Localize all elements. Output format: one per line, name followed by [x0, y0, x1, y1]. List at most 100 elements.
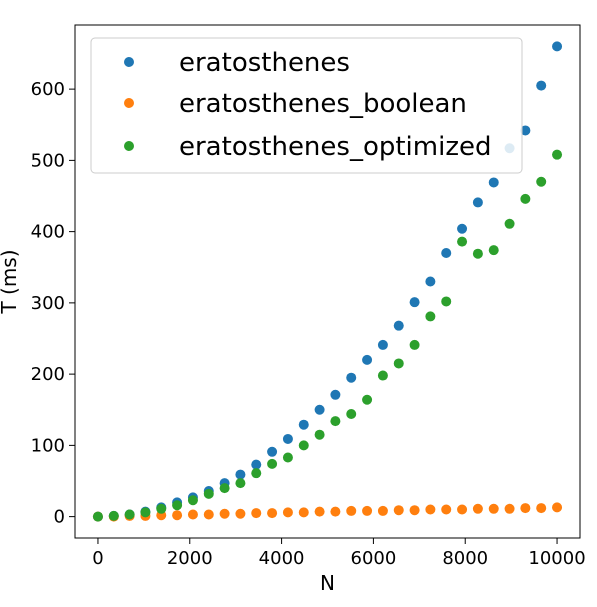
- point-eratosthenes-optimized: [409, 339, 420, 350]
- point-eratosthenes: [472, 197, 483, 208]
- point-eratosthenes: [314, 404, 325, 415]
- point-eratosthenes-optimized: [172, 500, 183, 511]
- point-eratosthenes-optimized: [362, 394, 373, 405]
- point-eratosthenes: [393, 320, 404, 331]
- legend: eratosthenes eratosthenes_boolean eratos…: [90, 37, 523, 174]
- point-eratosthenes-boolean: [377, 505, 388, 516]
- point-eratosthenes-optimized: [330, 416, 341, 427]
- point-eratosthenes-optimized: [377, 370, 388, 381]
- point-eratosthenes-boolean: [552, 502, 563, 513]
- point-eratosthenes-boolean: [425, 504, 436, 515]
- point-eratosthenes-optimized: [203, 488, 214, 499]
- point-eratosthenes-optimized: [504, 218, 515, 229]
- point-eratosthenes-boolean: [314, 506, 325, 517]
- point-eratosthenes-optimized: [108, 510, 119, 521]
- point-eratosthenes: [536, 80, 547, 91]
- point-eratosthenes-boolean: [267, 508, 278, 519]
- point-eratosthenes-boolean: [330, 506, 341, 517]
- y-tick-label: 0: [54, 507, 65, 528]
- point-eratosthenes-boolean: [172, 510, 183, 521]
- point-eratosthenes: [362, 354, 373, 365]
- point-eratosthenes-optimized: [219, 483, 230, 494]
- point-eratosthenes: [330, 389, 341, 400]
- point-eratosthenes: [235, 469, 246, 480]
- point-eratosthenes-boolean: [488, 503, 499, 514]
- point-eratosthenes: [377, 339, 388, 350]
- point-eratosthenes: [409, 297, 420, 308]
- point-eratosthenes-optimized: [552, 149, 563, 160]
- legend-label-eratosthenes-optimized: eratosthenes_optimized: [179, 132, 491, 162]
- point-eratosthenes-optimized: [92, 511, 103, 522]
- point-eratosthenes-boolean: [203, 509, 214, 520]
- point-eratosthenes-boolean: [251, 508, 262, 519]
- point-eratosthenes-boolean: [472, 503, 483, 514]
- point-eratosthenes-boolean: [441, 504, 452, 515]
- point-eratosthenes: [298, 419, 309, 430]
- point-eratosthenes: [520, 125, 531, 136]
- point-eratosthenes: [441, 248, 452, 258]
- point-eratosthenes-optimized: [457, 236, 468, 247]
- point-eratosthenes-boolean: [520, 503, 531, 514]
- plot-area: [74, 24, 581, 539]
- x-tick-label: 0: [92, 548, 103, 569]
- y-tick-label: 500: [31, 150, 65, 171]
- point-eratosthenes-optimized: [251, 468, 262, 479]
- point-eratosthenes-optimized: [156, 503, 167, 514]
- point-eratosthenes-optimized: [536, 176, 547, 187]
- point-eratosthenes-optimized: [520, 193, 531, 204]
- point-eratosthenes-boolean: [187, 509, 198, 520]
- point-eratosthenes-boolean: [393, 505, 404, 516]
- point-eratosthenes-boolean: [346, 505, 357, 516]
- point-eratosthenes-optimized: [488, 245, 499, 256]
- x-tick-label: 6000: [351, 548, 397, 569]
- point-eratosthenes-optimized: [314, 429, 325, 440]
- y-tick-label: 100: [31, 435, 65, 456]
- point-eratosthenes: [552, 41, 563, 52]
- point-eratosthenes-optimized: [425, 311, 436, 322]
- y-tick-label: 300: [31, 293, 65, 314]
- x-tick-label: 4000: [259, 548, 305, 569]
- y-tick-label: 200: [31, 364, 65, 385]
- point-eratosthenes: [425, 276, 436, 287]
- point-eratosthenes-optimized: [267, 458, 278, 469]
- point-eratosthenes-optimized: [472, 248, 483, 259]
- x-tick-label: 8000: [442, 548, 488, 569]
- x-tick-label: 10000: [528, 548, 585, 569]
- point-eratosthenes: [267, 446, 278, 457]
- point-eratosthenes-optimized: [235, 478, 246, 489]
- point-eratosthenes-boolean: [362, 505, 373, 516]
- point-eratosthenes-boolean: [298, 507, 309, 518]
- data-points: [92, 41, 563, 522]
- x-axis-label: N: [320, 571, 335, 595]
- point-eratosthenes: [457, 223, 468, 234]
- point-eratosthenes: [488, 177, 499, 188]
- point-eratosthenes-optimized: [298, 440, 309, 451]
- point-eratosthenes: [346, 372, 357, 383]
- legend-marker-eratosthenes: [124, 57, 134, 67]
- legend-box: [90, 37, 523, 174]
- point-eratosthenes-boolean: [536, 503, 547, 514]
- x-axis: 0 2000 4000 6000 8000 10000: [92, 538, 586, 569]
- y-tick-label: 400: [31, 222, 65, 243]
- point-eratosthenes-boolean: [457, 504, 468, 515]
- point-eratosthenes-boolean: [219, 508, 230, 519]
- point-eratosthenes-optimized: [282, 452, 293, 463]
- point-eratosthenes-optimized: [140, 507, 151, 518]
- legend-label-eratosthenes-boolean: eratosthenes_boolean: [179, 89, 467, 119]
- legend-marker-eratosthenes-optimized: [124, 141, 134, 151]
- y-axis-label: T (ms): [0, 249, 21, 314]
- x-tick-label: 2000: [167, 548, 213, 569]
- point-eratosthenes-boolean: [282, 507, 293, 518]
- point-eratosthenes-optimized: [441, 296, 452, 307]
- point-eratosthenes-optimized: [393, 358, 404, 369]
- point-eratosthenes: [251, 459, 262, 470]
- point-eratosthenes-boolean: [409, 505, 420, 516]
- legend-marker-eratosthenes-boolean: [124, 98, 134, 108]
- point-eratosthenes-optimized: [187, 495, 198, 506]
- point-eratosthenes-optimized: [124, 509, 135, 520]
- point-eratosthenes-boolean: [235, 508, 246, 519]
- point-eratosthenes: [282, 433, 293, 444]
- point-eratosthenes-optimized: [346, 409, 357, 420]
- legend-label-eratosthenes: eratosthenes: [179, 48, 350, 78]
